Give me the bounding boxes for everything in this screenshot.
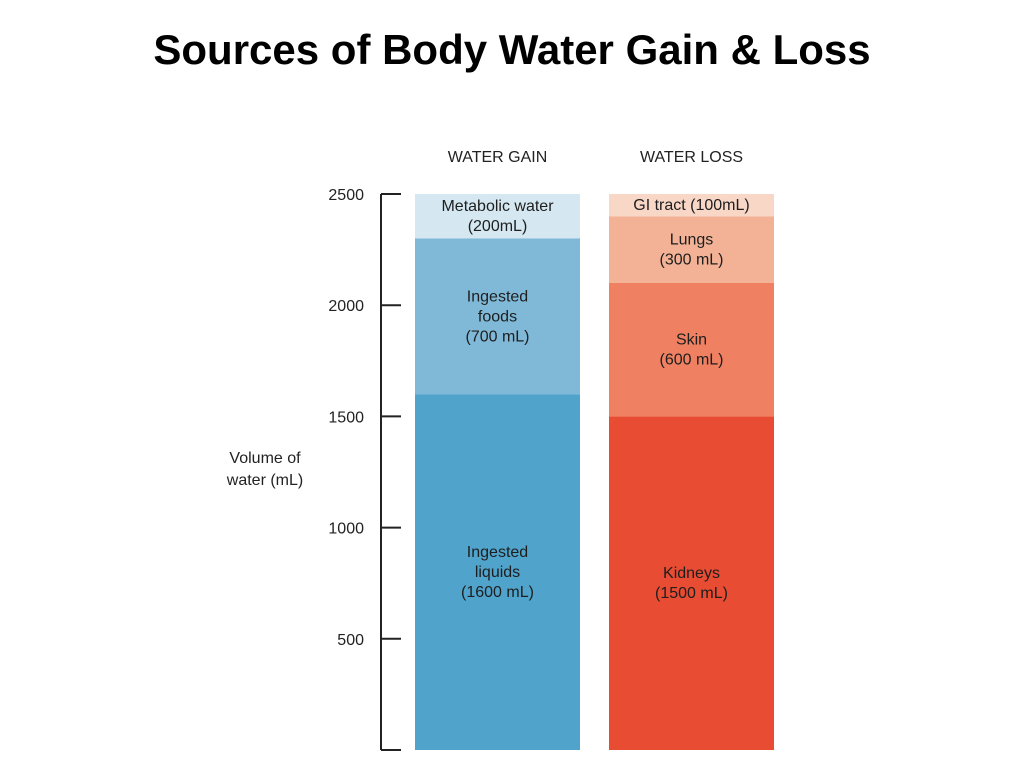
segment-label: foods — [478, 308, 517, 325]
segment-label: GI tract (100mL) — [633, 197, 749, 214]
y-axis-label-line: water (mL) — [226, 472, 303, 489]
segment-label: (300 mL) — [659, 252, 723, 269]
y-axis-label: Volume of water (mL) — [226, 450, 303, 489]
segment-label: (1500 mL) — [655, 585, 728, 602]
column-header: WATER LOSS — [640, 149, 743, 166]
slide-title: Sources of Body Water Gain & Loss — [153, 26, 871, 73]
bar-segment — [415, 394, 580, 750]
segment-label: Metabolic water — [441, 198, 554, 215]
y-tick-label: 2500 — [328, 187, 364, 204]
segment-label: (200mL) — [468, 218, 528, 235]
bar-segment — [415, 238, 580, 395]
bar-column: WATER LOSS Kidneys (1500 mL) Skin (600 mL) Lu… — [609, 149, 774, 750]
segment-label: liquids — [475, 564, 520, 581]
bar-segment — [609, 282, 774, 417]
segment-label: Skin — [676, 332, 707, 349]
segment-label: (700 mL) — [465, 328, 529, 345]
segment-label: Ingested — [467, 288, 528, 305]
segment-label: Ingested — [467, 544, 528, 561]
y-tick-label: 500 — [337, 632, 364, 649]
bar-segment — [609, 216, 774, 283]
segment-label: Lungs — [670, 232, 714, 249]
bar-segment — [609, 194, 774, 217]
column-header: WATER GAIN — [448, 149, 548, 166]
bar-segment — [415, 194, 580, 239]
segment-label: (600 mL) — [659, 352, 723, 369]
bar-segment — [609, 416, 774, 750]
y-tick-label: 1000 — [328, 521, 364, 538]
segment-label: Kidneys — [663, 565, 720, 582]
y-tick-label: 2000 — [328, 298, 364, 315]
y-tick-label: 1500 — [328, 409, 364, 426]
y-axis-label-line: Volume of — [229, 450, 301, 467]
bar-column: WATER GAIN Ingested liquids (1600 mL) Ingest… — [415, 149, 580, 750]
segment-label: (1600 mL) — [461, 584, 534, 601]
y-axis: 2500 2000 1500 1000 500 — [328, 187, 401, 751]
bar-columns: WATER GAIN Ingested liquids (1600 mL) Ingest… — [415, 149, 774, 750]
